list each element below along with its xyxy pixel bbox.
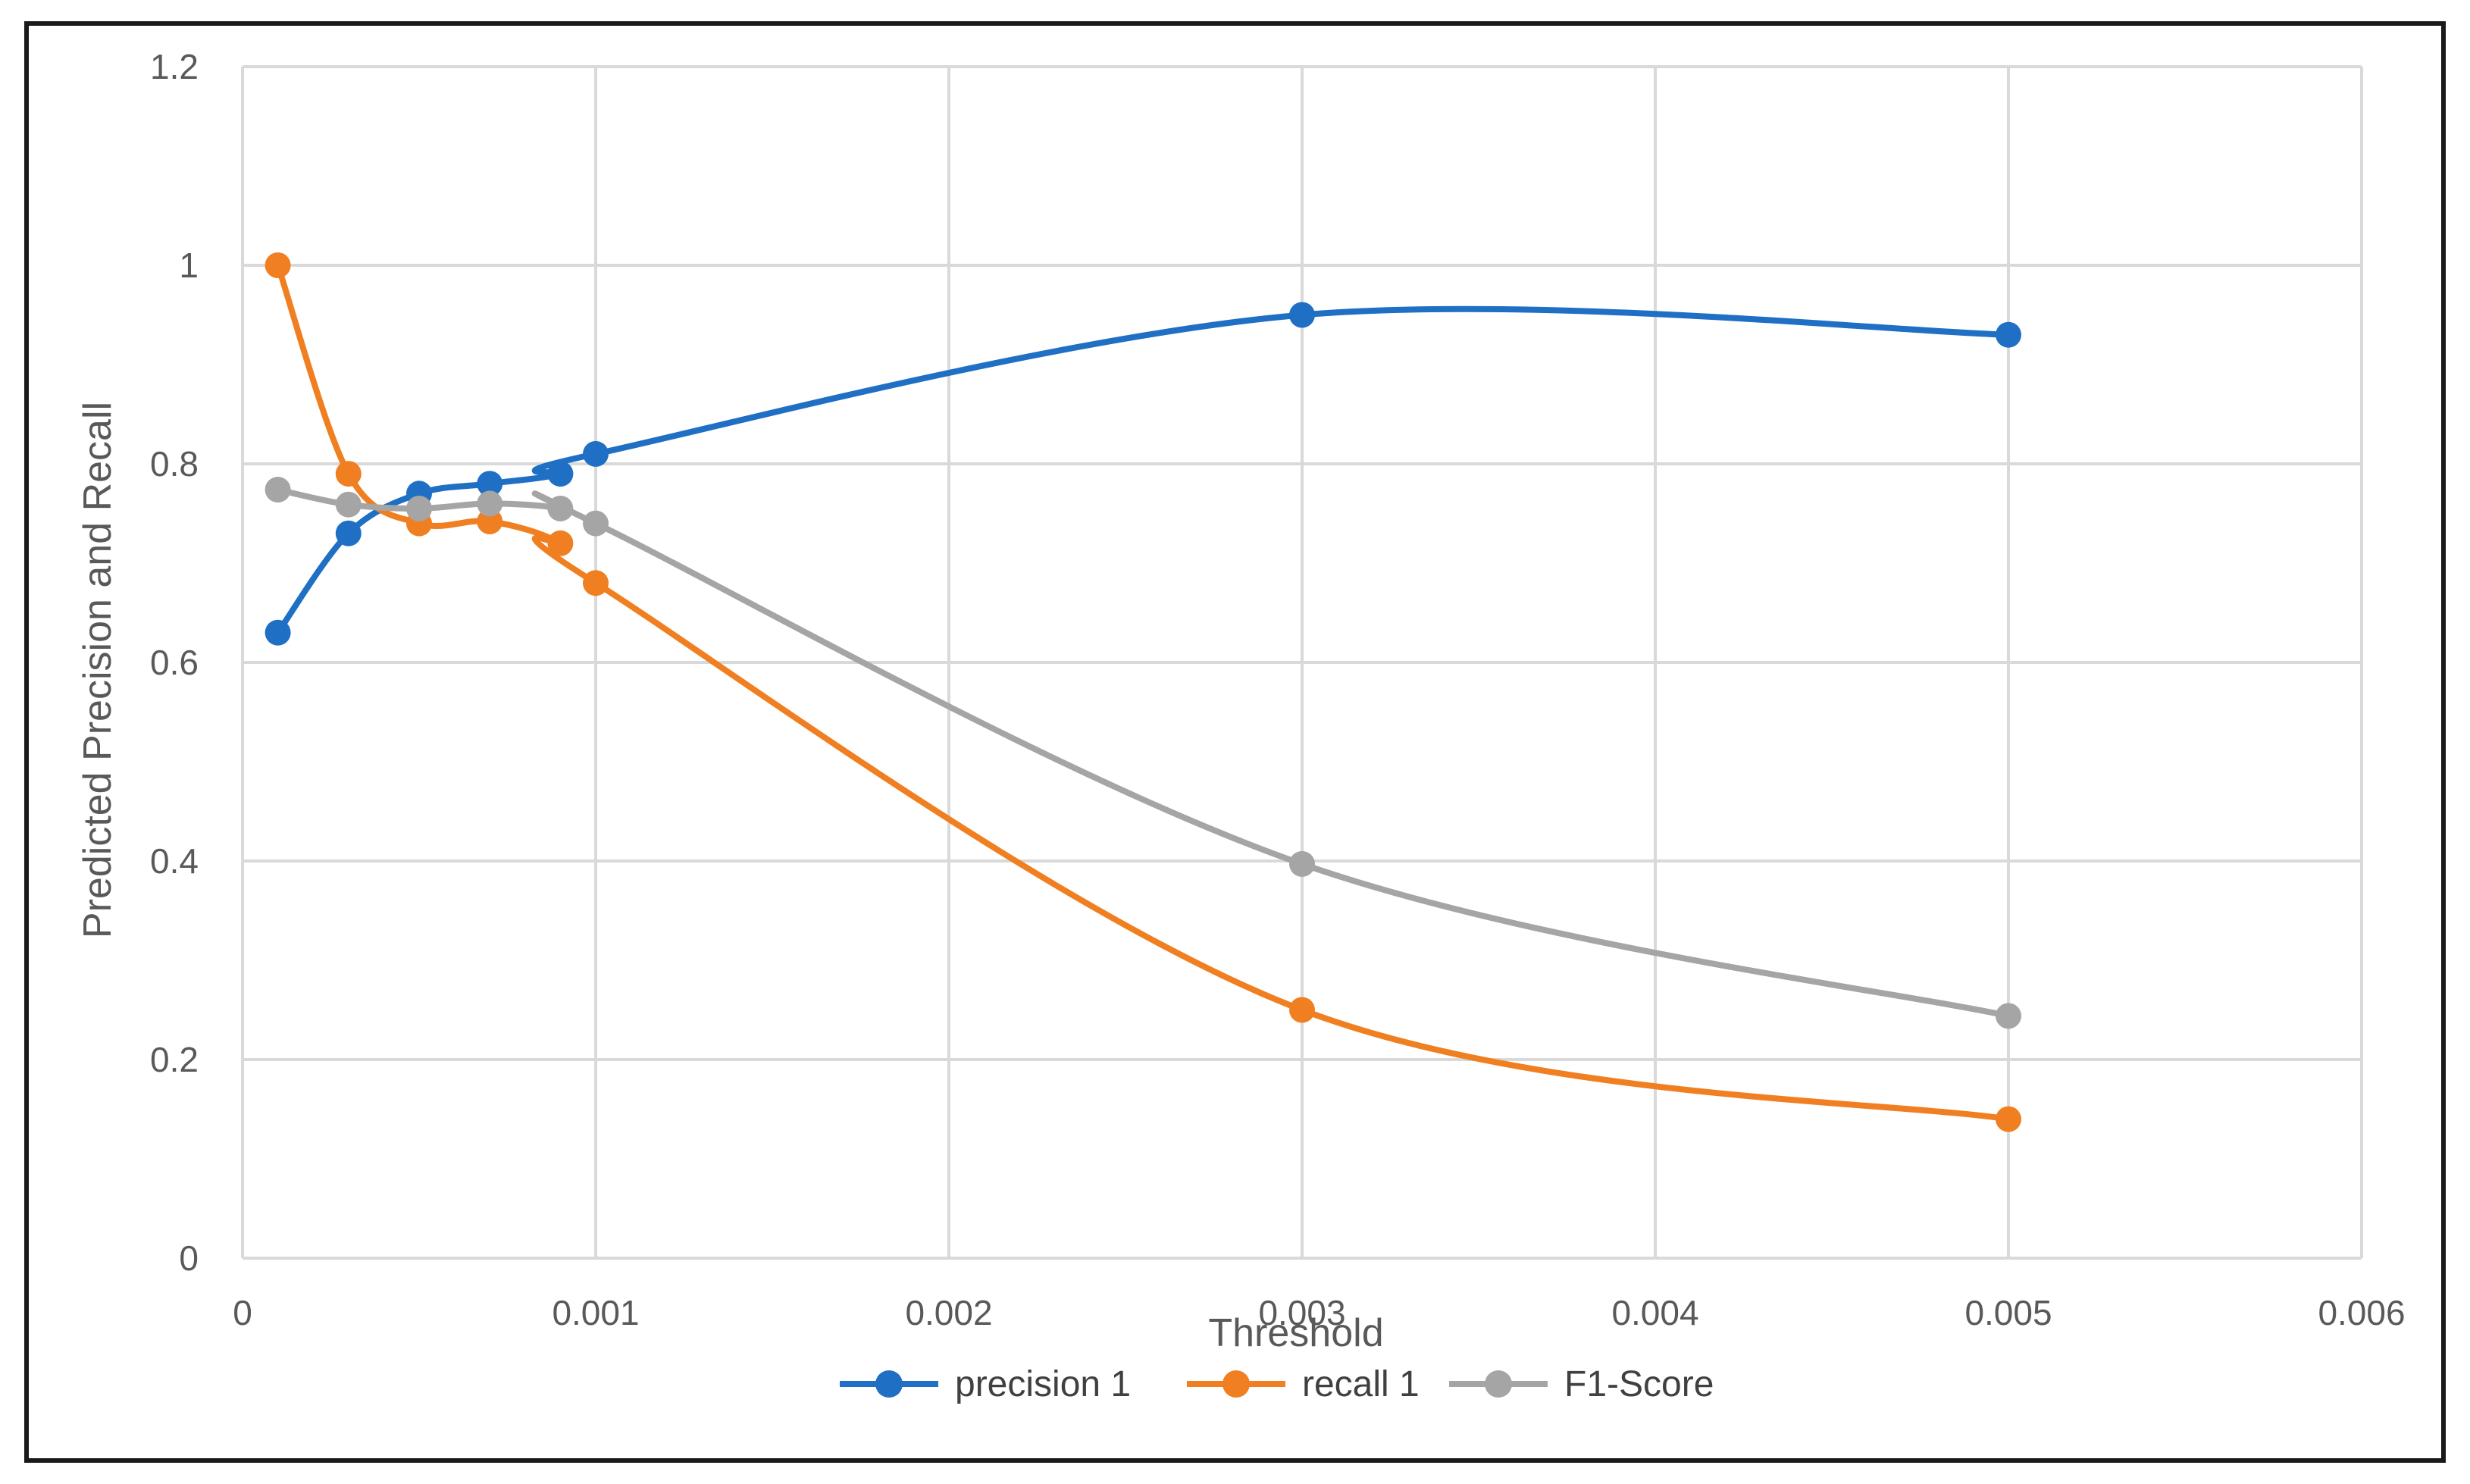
y-tick-label: 0.8 bbox=[150, 444, 199, 484]
data-point-precision bbox=[477, 471, 503, 497]
data-point-recall bbox=[583, 570, 609, 596]
series-line-recall bbox=[274, 262, 2011, 1122]
legend-item-precision: precision 1 bbox=[840, 1364, 1131, 1404]
x-tick-label: 0.005 bbox=[1964, 1293, 2052, 1332]
x-tick-label: 0 bbox=[233, 1293, 252, 1332]
y-tick-label: 1 bbox=[179, 246, 199, 285]
data-point-precision bbox=[583, 440, 609, 467]
data-point-precision bbox=[1996, 321, 2021, 348]
y-tick-label: 1.2 bbox=[150, 47, 199, 86]
data-point-recall bbox=[547, 530, 574, 556]
chart-frame: 0 0.2 0.4 0.6 0.8 1 1.2 0 0.001 0.002 0.003 0.004 0.… bbox=[24, 21, 2446, 1463]
tick-labels: 0 0.2 0.4 0.6 0.8 1 1.2 0 0.001 0.002 0.003 0.004 0.… bbox=[150, 47, 2406, 1332]
data-point-recall bbox=[1289, 997, 1315, 1023]
data-point-f1 bbox=[1289, 850, 1315, 877]
data-point-precision bbox=[265, 619, 291, 646]
legend-item-recall: recall 1 bbox=[1187, 1364, 1420, 1404]
data-point-precision bbox=[1289, 302, 1315, 328]
legend-item-f1: F1-Score bbox=[1449, 1364, 1714, 1404]
data-point-f1 bbox=[335, 491, 362, 518]
y-tick-label: 0.4 bbox=[150, 841, 199, 881]
data-point-f1 bbox=[547, 495, 574, 521]
x-tick-label: 0.002 bbox=[905, 1293, 992, 1332]
data-point-precision bbox=[547, 461, 574, 487]
data-point-f1 bbox=[406, 495, 432, 521]
svg-text:precision 1: precision 1 bbox=[955, 1364, 1131, 1404]
x-tick-label: 0.003 bbox=[1258, 1293, 1345, 1332]
legend: precision 1 recall 1 F1-Score bbox=[840, 1364, 1714, 1404]
svg-text:F1-Score: F1-Score bbox=[1564, 1364, 1714, 1404]
x-tick-label: 0.001 bbox=[552, 1293, 639, 1332]
x-axis-title: Threshold bbox=[1208, 1311, 1383, 1355]
data-point-f1 bbox=[477, 490, 503, 517]
gridlines bbox=[241, 65, 2363, 1260]
line-chart: 0 0.2 0.4 0.6 0.8 1 1.2 0 0.001 0.002 0.003 0.004 0.… bbox=[76, 47, 2406, 1404]
data-point-precision bbox=[335, 520, 362, 546]
y-tick-label: 0.6 bbox=[150, 643, 199, 682]
series-markers bbox=[265, 252, 2021, 1132]
x-tick-label: 0.006 bbox=[2318, 1293, 2405, 1332]
y-axis-title: Predicted Precision and Recall bbox=[76, 402, 120, 938]
series-lines bbox=[274, 262, 2011, 1122]
series-line-precision bbox=[274, 305, 2011, 636]
data-point-recall bbox=[1996, 1106, 2021, 1132]
svg-text:recall 1: recall 1 bbox=[1302, 1364, 1420, 1404]
y-tick-label: 0.2 bbox=[150, 1040, 199, 1079]
data-point-recall bbox=[335, 461, 362, 487]
data-point-recall bbox=[477, 508, 503, 534]
data-point-recall bbox=[265, 252, 291, 278]
data-point-f1 bbox=[1996, 1003, 2021, 1029]
data-point-f1 bbox=[265, 477, 291, 503]
data-point-f1 bbox=[583, 510, 609, 537]
y-tick-label: 0 bbox=[179, 1238, 199, 1278]
x-tick-label: 0.004 bbox=[1611, 1293, 1698, 1332]
